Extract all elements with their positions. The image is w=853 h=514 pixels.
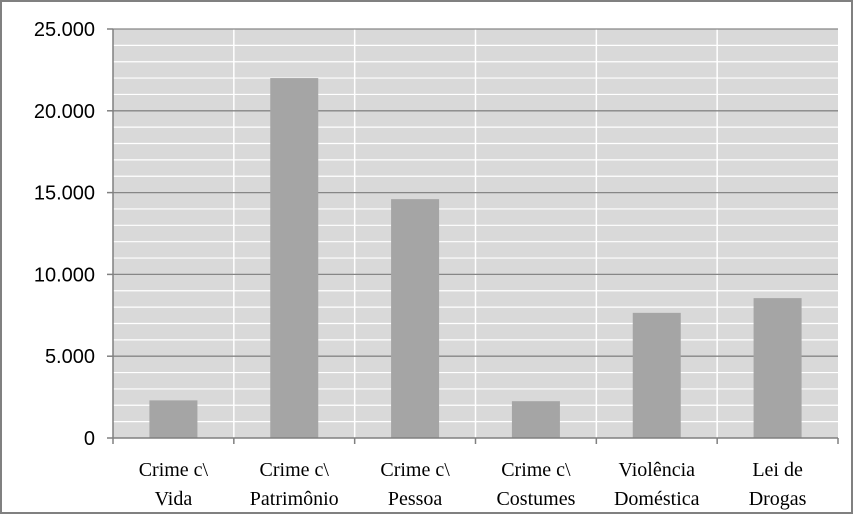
x-tick-label: Lei de Drogas bbox=[749, 459, 807, 510]
vertical-gridlines bbox=[233, 29, 718, 438]
bar bbox=[632, 312, 681, 438]
bar bbox=[753, 298, 802, 438]
axes bbox=[107, 28, 839, 444]
y-tick-label: 5.000 bbox=[45, 346, 95, 368]
y-tick-label: 15.000 bbox=[34, 183, 95, 205]
x-tick-label: Crime c\ Vida bbox=[139, 459, 209, 510]
y-tick-label: 0 bbox=[84, 428, 95, 450]
x-tick-label: Crime c\ Patrimônio bbox=[250, 459, 339, 510]
y-tick-label: 20.000 bbox=[34, 101, 95, 123]
x-tick-label: Violência Doméstica bbox=[614, 459, 700, 510]
y-axis-tick-labels: 0 5.000 10.000 15.000 20.000 25.000 bbox=[34, 19, 95, 450]
y-tick-label: 10.000 bbox=[34, 264, 95, 286]
x-axis-tick-labels: Crime c\ Vida Crime c\ Patrimônio Crime c\ Pe… bbox=[139, 459, 807, 510]
bars bbox=[149, 78, 802, 438]
bar bbox=[149, 400, 198, 438]
x-tick-label: Crime c\ Pessoa bbox=[380, 459, 450, 510]
x-tick-label: Crime c\ Costumes bbox=[496, 459, 575, 510]
bar bbox=[511, 401, 560, 438]
bar bbox=[391, 199, 440, 438]
major-gridlines bbox=[113, 28, 838, 357]
bar bbox=[270, 78, 319, 438]
y-tick-label: 25.000 bbox=[34, 19, 95, 41]
